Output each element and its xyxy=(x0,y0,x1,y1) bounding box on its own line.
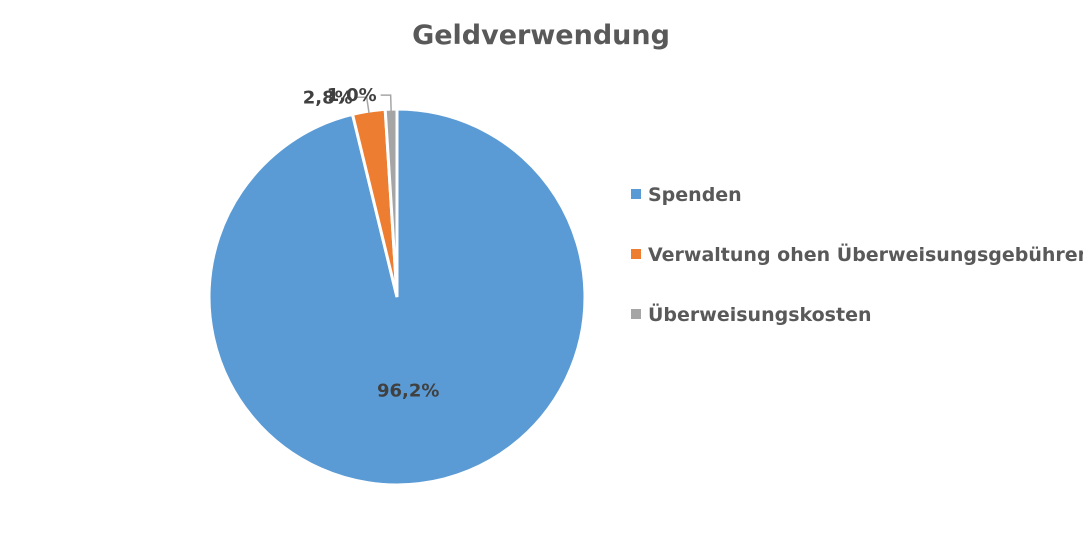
legend-label-ueberweisungskosten: Überweisungskosten xyxy=(648,302,872,326)
legend-swatch-verwaltung-ohen-ueberweisungsgebuehren xyxy=(631,249,641,259)
legend: Spenden Verwaltung ohen Überweisungsgebüh… xyxy=(631,184,1083,326)
data-label-ueberweisungskosten: 1,0% xyxy=(327,85,377,106)
pie-slices xyxy=(207,107,587,487)
data-label-spenden: 96,2% xyxy=(377,380,439,401)
legend-swatch-spenden xyxy=(631,189,641,199)
leader-line-verwaltung-ohen-ueberweisungsgebuehren xyxy=(356,96,370,114)
leader-lines xyxy=(356,94,392,114)
legend-swatch-ueberweisungskosten xyxy=(631,309,641,319)
data-labels: 96,2% 2,8%1,0% xyxy=(303,85,440,401)
data-label-verwaltung-ohen-ueberweisungsgebuehren: 2,8% xyxy=(303,87,353,108)
legend-label-verwaltung-ohen-ueberweisungsgebuehren: Verwaltung ohen Überweisungsgebühren xyxy=(648,242,1083,266)
leader-line-ueberweisungskosten xyxy=(380,94,392,112)
chart-title: Geldverwendung xyxy=(412,20,670,51)
legend-label-spenden: Spenden xyxy=(648,184,742,206)
